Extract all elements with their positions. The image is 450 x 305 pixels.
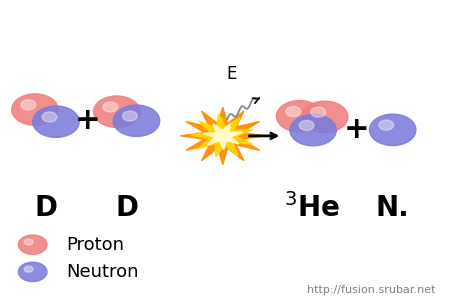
Polygon shape [203, 123, 242, 149]
Text: D: D [115, 194, 138, 222]
Circle shape [290, 114, 336, 146]
Text: +: + [75, 106, 100, 135]
Text: +: + [344, 115, 370, 144]
Circle shape [299, 120, 314, 131]
Circle shape [18, 262, 47, 282]
Circle shape [33, 106, 79, 137]
Polygon shape [191, 114, 253, 157]
Circle shape [379, 120, 394, 130]
Circle shape [24, 266, 33, 272]
Circle shape [94, 96, 140, 127]
Circle shape [302, 101, 348, 133]
Circle shape [18, 235, 47, 254]
Circle shape [103, 102, 118, 112]
Circle shape [42, 112, 57, 122]
Circle shape [122, 111, 137, 121]
Circle shape [24, 239, 33, 245]
Circle shape [113, 105, 160, 136]
Text: http://fusion.srubar.net: http://fusion.srubar.net [307, 285, 435, 295]
Text: N.: N. [376, 194, 410, 222]
Circle shape [21, 100, 36, 110]
Text: Proton: Proton [66, 236, 124, 254]
Circle shape [276, 101, 323, 132]
Circle shape [369, 114, 416, 145]
Polygon shape [180, 107, 265, 165]
Text: D: D [35, 194, 58, 222]
Text: E: E [226, 65, 237, 83]
Text: Neutron: Neutron [66, 263, 139, 281]
Circle shape [311, 107, 326, 117]
Circle shape [12, 94, 58, 125]
Circle shape [286, 106, 301, 117]
Text: $^{3}$He: $^{3}$He [284, 193, 340, 223]
